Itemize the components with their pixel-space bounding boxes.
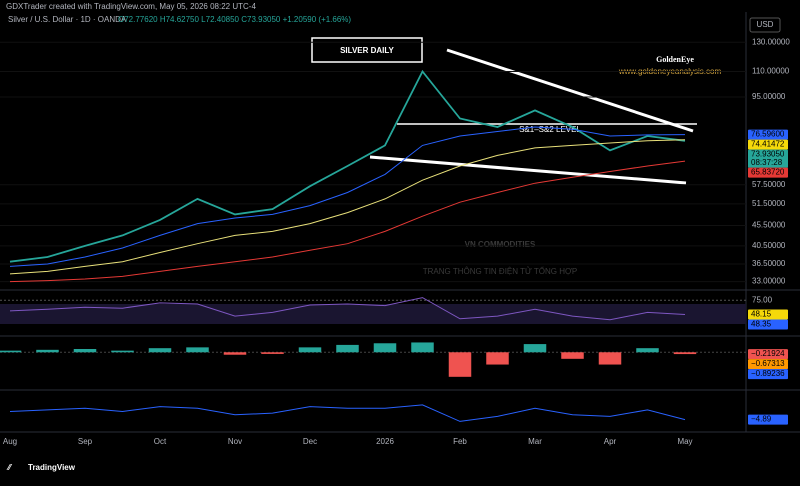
price-badge-label: −0.89236 [751,369,785,378]
trend-line [446,48,694,133]
histogram-bar [0,350,22,353]
histogram-bar [298,347,322,353]
histogram-bar [448,352,472,377]
x-tick-label: Nov [228,437,242,446]
histogram-bar [36,349,59,353]
y-tick-label: 95.00000 [752,92,786,101]
histogram-bar [223,352,247,355]
histogram-bar [186,347,209,353]
series-line [9,404,686,422]
histogram-bar [148,348,172,353]
series-line [9,297,686,321]
histogram-bar [336,344,359,353]
price-badge-label: 48.15 [751,310,772,319]
price-badge [748,167,788,178]
x-tick-label: Sep [78,437,93,446]
x-tick-label: Dec [303,437,317,446]
price-badge-label: 48.35 [751,320,772,329]
price-badge [748,309,788,320]
footer-logo: TradingView [28,463,76,472]
histogram-bar [373,343,397,353]
histogram-bar [523,344,547,353]
price-badge-label: −0.21924 [751,349,785,358]
countdown-badge [748,158,788,168]
price-badge-label: 73.93050 [751,150,785,159]
y-tick-label: 40.50000 [752,241,786,250]
price-badge [748,349,788,360]
level-label: S&1–S&2 LEVEL [519,125,581,134]
y-tick-label: 51.50000 [752,199,786,208]
x-tick-label: Apr [604,437,617,446]
histogram-bar [261,352,284,354]
price-badge [748,369,788,380]
symbol: Silver / U.S. Dollar · 1D · OANDA [8,15,127,24]
ohlc: O72.77620 H74.62750 L72.40850 C73.93050 … [118,15,351,24]
x-tick-label: Aug [3,437,17,446]
x-tick-label: May [677,437,692,446]
y-tick-label: 110.00000 [752,67,790,76]
price-badge [748,129,788,140]
price-badge [748,414,788,425]
price-badge-label: 76.59600 [751,130,785,139]
histogram-bar [636,348,659,353]
y-tick-label: 75.00 [752,295,773,304]
series-line [9,126,686,267]
x-tick-label: Mar [528,437,542,446]
histogram-bar [411,342,434,353]
trend-line [369,155,687,185]
histogram-bar [73,349,97,353]
countdown: 08:37:28 [751,158,783,167]
series-line [9,160,686,283]
histogram-bar [486,352,509,365]
y-tick-label: 57.50000 [752,180,786,189]
histogram-bar [111,350,134,353]
watermark-tagline: TRANG THÔNG TIN ĐIỆN TỬ TỔNG HỢP [423,267,577,276]
price-badge-label: 74.41472 [751,140,785,149]
chart-title: SILVER DAILY [340,46,394,55]
watermark-name: VN COMMODITIES [465,240,536,249]
histogram-bar [598,352,622,365]
price-badge-label: −4.89 [751,415,772,424]
y-tick-label: 45.50000 [752,221,786,230]
series-line [9,139,686,275]
author-line: GDXTrader created with TradingView.com, … [6,2,256,11]
x-tick-label: Feb [453,437,467,446]
brand: GoldenEye [656,55,694,64]
histogram-bar [561,352,584,359]
price-badge [748,359,788,370]
histogram-bar [673,352,697,355]
series-line [9,69,686,263]
price-badge [748,139,788,150]
y-tick-label: 36.50000 [752,259,786,268]
rsi-band [0,304,746,324]
price-badge-label: −0.67313 [751,359,785,368]
x-tick-label: 2026 [376,437,394,446]
y-tick-label: 33.00000 [752,277,786,286]
price-badge-label: 65.83720 [751,168,785,177]
footer-icon: ⁄⁄ [6,463,12,472]
price-badge [748,149,788,160]
x-tick-label: Oct [154,437,167,446]
price-badge [748,319,788,330]
currency-box [749,17,781,33]
y-tick-label: 130.00000 [752,37,790,46]
currency: USD [757,20,774,29]
